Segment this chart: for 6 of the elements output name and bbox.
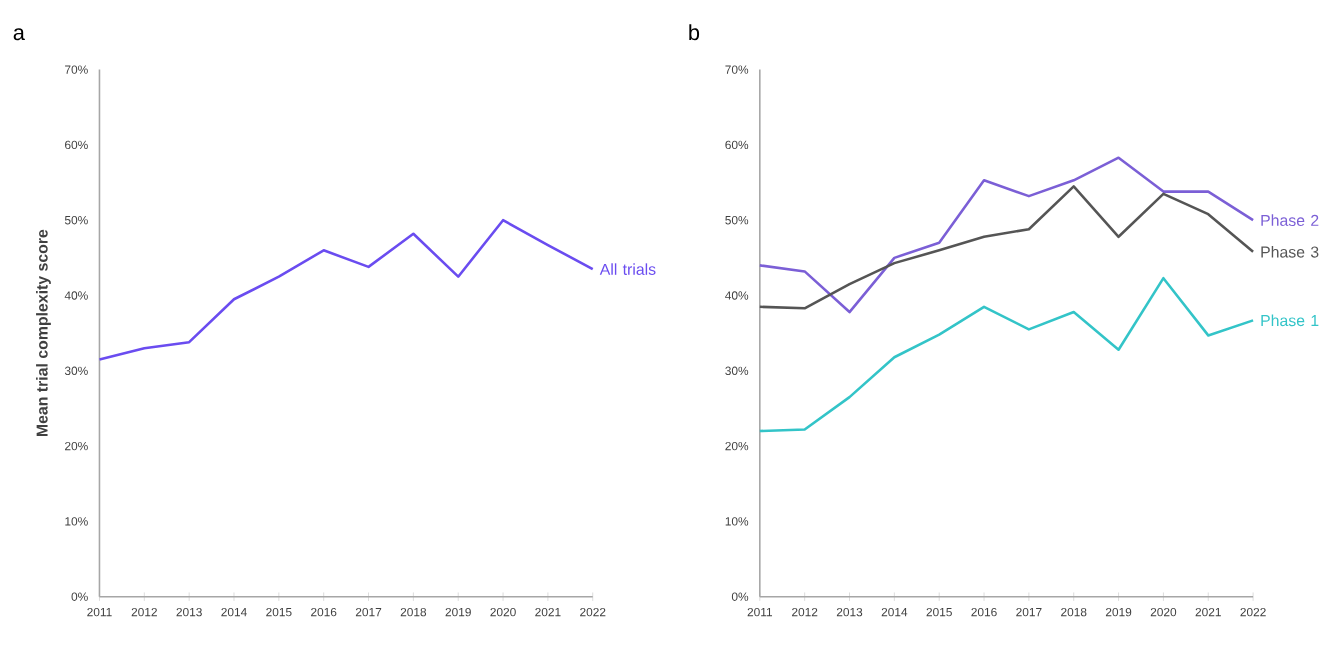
chart-title: b	[689, 23, 700, 40]
line-series	[758, 184, 1255, 310]
line-series	[758, 276, 1255, 433]
line-series	[98, 218, 595, 361]
chart-title: a	[13, 28, 25, 40]
line-series	[758, 156, 1255, 314]
